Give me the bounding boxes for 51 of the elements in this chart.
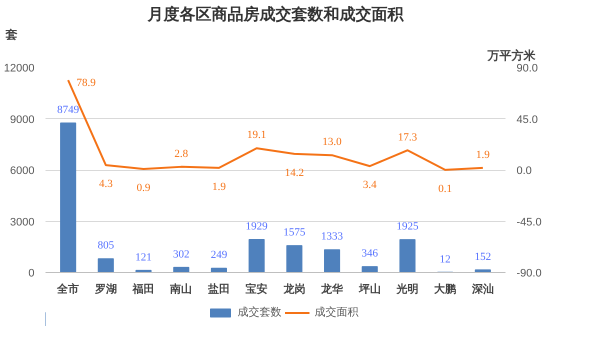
data-label: 8749 bbox=[57, 104, 80, 116]
y2-tick-label: -45.0 bbox=[516, 216, 542, 228]
data-label: 12 bbox=[440, 253, 451, 266]
data-label: 249 bbox=[210, 249, 228, 262]
data-label: 1333 bbox=[321, 230, 344, 243]
y2-tick-label: 45.0 bbox=[516, 114, 538, 126]
data-label: 2.8 bbox=[174, 148, 189, 160]
y2-tick-label: 90.0 bbox=[516, 62, 538, 74]
chart-title: 月度各区商品房成交套数和成交面积 bbox=[146, 4, 404, 24]
x-tick-label: 大鹏 bbox=[434, 282, 456, 296]
data-label: 78.9 bbox=[76, 77, 96, 90]
y-tick-label: 9000 bbox=[10, 114, 35, 126]
x-tick-label: 龙岗 bbox=[282, 282, 306, 296]
x-tick-label: 全市 bbox=[56, 282, 80, 296]
y-axis-title: 套 bbox=[4, 28, 18, 42]
data-label: 17.3 bbox=[398, 131, 418, 144]
data-label: 121 bbox=[135, 251, 152, 264]
data-label: 1.9 bbox=[212, 180, 226, 193]
x-tick-label: 罗湖 bbox=[94, 282, 117, 296]
data-label: 4.3 bbox=[98, 178, 114, 190]
data-label: 13.0 bbox=[322, 136, 342, 148]
data-label: 1575 bbox=[283, 226, 306, 239]
x-tick-label: 光明 bbox=[395, 282, 418, 296]
data-label: 3.4 bbox=[362, 179, 378, 192]
y-tick-label: 3000 bbox=[10, 216, 35, 228]
data-label: 14.2 bbox=[284, 166, 304, 179]
x-tick-label: 南山 bbox=[169, 282, 192, 296]
legend-label: 成交面积 bbox=[314, 305, 358, 320]
data-label: 805 bbox=[98, 240, 115, 252]
data-label: 1929 bbox=[246, 220, 268, 233]
data-label: 0.1 bbox=[438, 182, 452, 195]
data-label: 1.9 bbox=[476, 148, 490, 161]
y2-tick-label: -90.0 bbox=[516, 268, 542, 280]
x-tick-label: 坪山 bbox=[358, 282, 381, 296]
data-label: 19.1 bbox=[247, 129, 266, 142]
data-label: 346 bbox=[362, 248, 379, 260]
x-tick-label: 福田 bbox=[132, 282, 155, 296]
data-label: 0.9 bbox=[136, 182, 151, 194]
data-label: 302 bbox=[172, 248, 190, 260]
data-label: 152 bbox=[474, 250, 492, 263]
x-tick-label: 盐田 bbox=[206, 282, 230, 296]
data-label: 1925 bbox=[396, 220, 419, 233]
y2-tick-label: 0.0 bbox=[516, 165, 532, 177]
x-tick-label: 龙华 bbox=[320, 282, 344, 296]
y2-axis-title: 万平方米 bbox=[486, 48, 536, 62]
y-tick-label: 6000 bbox=[10, 165, 35, 177]
x-tick-label: 宝安 bbox=[246, 282, 268, 296]
x-tick-label: 深汕 bbox=[470, 282, 494, 296]
y-tick-label: 12000 bbox=[4, 62, 35, 74]
legend-label: 成交套数 bbox=[238, 305, 282, 320]
y-tick-label: 0 bbox=[28, 268, 35, 280]
